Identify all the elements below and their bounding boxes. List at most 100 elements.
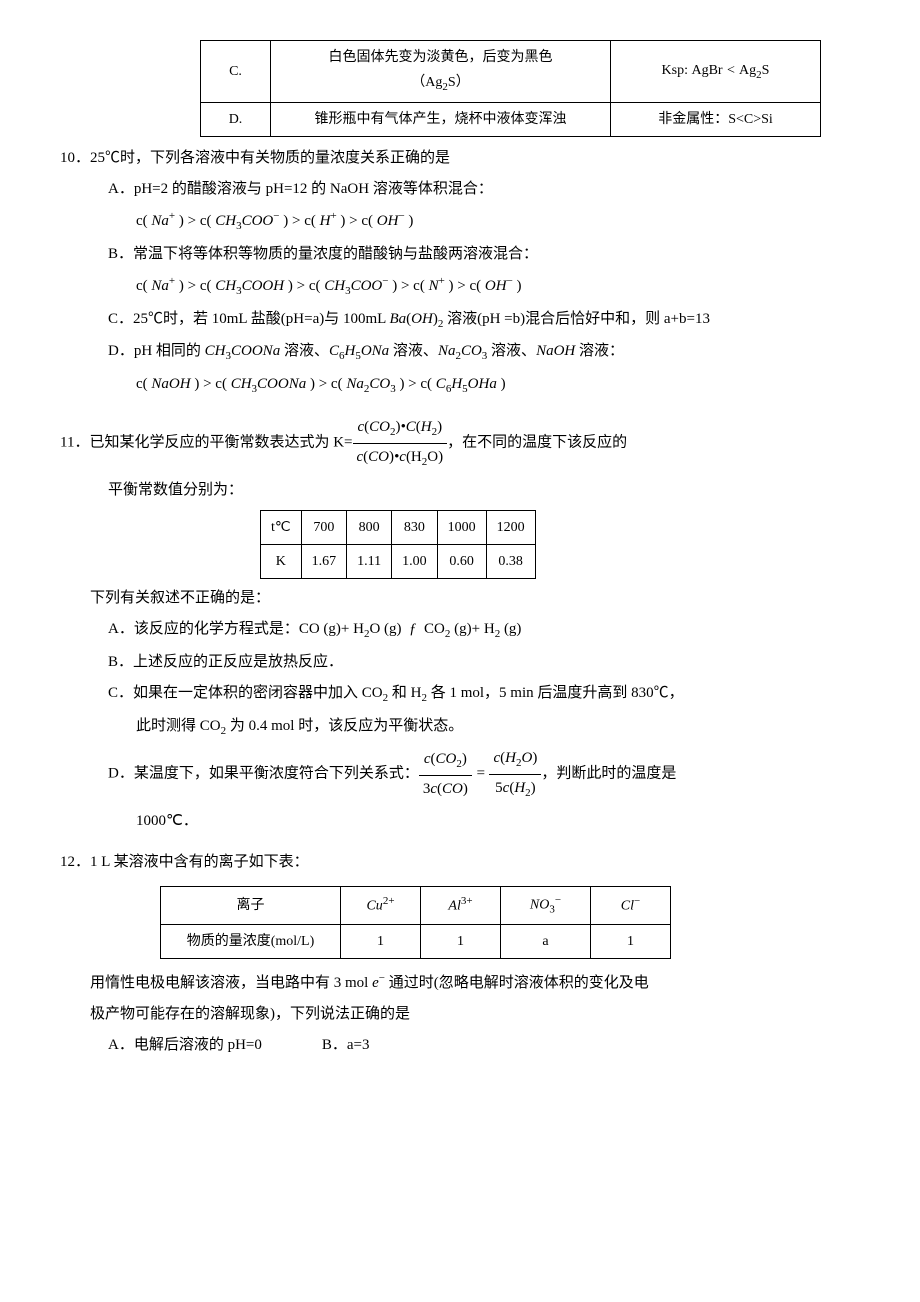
formula: c( NaOH ) > c( CH3COONa ) > c( Na2CO3 ) … [60,371,860,400]
table-row: 物质的量浓度(mol/L) 1 1 a 1 [161,925,671,959]
opt-label: D. [201,102,271,136]
q-stem: 10．25℃时，下列各溶液中有关物质的量浓度关系正确的是 [60,145,860,172]
text: 通过时(忽略电解时溶液体积的变化及电 [385,975,649,991]
q-stem: 12．1 L 某溶液中含有的离子如下表： [60,849,860,876]
cell: Al3+ [421,886,501,924]
text: 溶液、 [389,343,438,359]
question-11: 11．已知某化学反应的平衡常数表达式为 K=c(CO2)•C(H2)c(CO)•… [60,414,860,835]
table-row: C. 白色固体先变为淡黄色，后变为黑色 （Ag2S） Ksp: AgBr < A… [201,41,821,103]
formula: H2 [411,685,427,701]
stem-cont: 平衡常数值分别为： [60,477,860,504]
opt-d: D．pH 相同的 CH3COONa 溶液、C6H5ONa 溶液、Na2CO3 溶… [60,338,860,367]
cell: 1 [421,925,501,959]
opt-b: B．上述反应的正反应是放热反应． [60,649,860,676]
opt-c: C．25℃时，若 10mL 盐酸(pH=a)与 100mL Ba(OH)2 溶液… [60,306,860,335]
text: C．25℃时，若 10mL 盐酸(pH=a)与 100mL [108,311,390,327]
formula: Ag2S [425,75,455,90]
formula: Ba(OH)2 [390,311,444,327]
cell: 1200 [486,510,535,544]
table-row: t℃ 700 800 830 1000 1200 [261,510,536,544]
table-row: 离子 Cu2+ Al3+ NO3− Cl− [161,886,671,924]
opt-d: D．某温度下，如果平衡浓度符合下列关系式：c(CO2)3c(CO) = c(H2… [60,745,860,804]
opt-right: 非金属性：S<C>Si [611,102,821,136]
opt-c: C．如果在一定体积的密闭容器中加入 CO2 和 H2 各 1 mol，5 min… [60,680,860,709]
opt-a: A．pH=2 的醋酸溶液与 pH=12 的 NaOH 溶液等体积混合： [60,176,860,203]
text: 用惰性电极电解该溶液，当电路中有 3 mol [90,975,372,991]
q-stem: 11．已知某化学反应的平衡常数表达式为 K=c(CO2)•C(H2)c(CO)•… [60,414,860,473]
formula: CO (g)+ H2O (g) ƒ CO2 (g)+ H2 (g) [299,621,522,637]
text: ，在不同的温度下该反应的 [447,435,627,451]
cell: 1.00 [392,544,438,578]
fraction: c(CO2)3c(CO) [419,746,472,803]
opt-mid: 锥形瓶中有气体产生，烧杯中液体变浑浊 [271,102,611,136]
text: ，判断此时的温度是 [541,766,676,782]
cell: Cl− [591,886,671,924]
cell: 离子 [161,886,341,924]
options-row: A．电解后溶液的 pH=0 B．a=3 [60,1032,860,1059]
opt-mid: 白色固体先变为淡黄色，后变为黑色 （Ag2S） [271,41,611,103]
formula: c( Na+ ) > c( CH3COO− ) > c( H+ ) > c( O… [60,207,860,237]
stem-cont: 用惰性电极电解该溶液，当电路中有 3 mol e− 通过时(忽略电解时溶液体积的… [60,969,860,997]
cell: Cu2+ [341,886,421,924]
ions-table: 离子 Cu2+ Al3+ NO3− Cl− 物质的量浓度(mol/L) 1 1 … [160,886,671,959]
cell: 0.60 [437,544,486,578]
text: 溶液： [575,343,624,359]
cell: 830 [392,510,438,544]
cell: 800 [347,510,392,544]
table-row: D. 锥形瓶中有气体产生，烧杯中液体变浑浊 非金属性：S<C>Si [201,102,821,136]
cell: 1 [591,925,671,959]
text: 1 L 某溶液中含有的离子如下表： [90,854,309,870]
opt-right: Ksp: AgBr < Ag2S [611,41,821,103]
table-row: K 1.67 1.11 1.00 0.60 0.38 [261,544,536,578]
formula: CH3COONa [205,343,281,359]
cell: 0.38 [486,544,535,578]
formula: AgBr < Ag2S [691,63,769,78]
text: A．该反应的化学方程式是： [108,621,299,637]
formula: Na2CO3 [438,343,487,359]
cell: 1000 [437,510,486,544]
options-table-top: C. 白色固体先变为淡黄色，后变为黑色 （Ag2S） Ksp: AgBr < A… [200,40,821,137]
eq: = [472,766,490,782]
cell: NO3− [501,886,591,924]
sub-stem: 下列有关叙述不正确的是： [60,585,860,612]
text: 溶液(pH =b)混合后恰好中和，则 a+b=13 [443,311,710,327]
paren: （ [411,75,425,90]
text: 溶液、 [487,343,536,359]
cell: K [261,544,302,578]
text: D．pH 相同的 [108,343,205,359]
text: C．如果在一定体积的密闭容器中加入 [108,685,362,701]
cell: 物质的量浓度(mol/L) [161,925,341,959]
cell: 1 [341,925,421,959]
opt-a: A．该反应的化学方程式是：CO (g)+ H2O (g) ƒ CO2 (g)+ … [60,616,860,645]
text: 和 [388,685,411,701]
formula: NaOH [536,343,575,359]
formula: C6H5ONa [329,343,389,359]
stem-cont: 极产物可能存在的溶解现象)，下列说法正确的是 [60,1001,860,1028]
q-number: 12． [60,854,90,870]
q-number: 11． [60,435,89,451]
fraction: c(CO2)•C(H2)c(CO)•c(H2O) [353,414,448,473]
opt-b: B．常温下将等体积等物质的量浓度的醋酸钠与盐酸两溶液混合： [60,241,860,268]
formula: e− [372,975,385,991]
opt-label: C. [201,41,271,103]
ksp-label: Ksp: [662,63,692,78]
opt-a: A．电解后溶液的 pH=0 [108,1032,262,1059]
cell: 1.67 [301,544,347,578]
cell: 700 [301,510,347,544]
formula: CO2 [362,685,388,701]
opt-b: B．a=3 [322,1032,370,1059]
paren: ） [456,75,470,90]
text: 为 0.4 mol 时，该反应为平衡状态。 [226,718,463,734]
text: 各 1 mol，5 min 后温度升高到 830℃， [427,685,684,701]
text: 溶液、 [280,343,329,359]
opt-d-cont: 1000℃． [60,808,860,835]
fraction: c(H2O)5c(H2) [489,745,541,804]
equilibrium-table: t℃ 700 800 830 1000 1200 K 1.67 1.11 1.0… [260,510,536,579]
formula: c( Na+ ) > c( CH3COOH ) > c( CH3COO− ) >… [60,272,860,302]
cell: 1.11 [347,544,392,578]
stem-text: 25℃时，下列各溶液中有关物质的量浓度关系正确的是 [90,150,450,166]
opt-c-cont: 此时测得 CO2 为 0.4 mol 时，该反应为平衡状态。 [60,713,860,742]
text: D．某温度下，如果平衡浓度符合下列关系式： [108,766,419,782]
question-10: 10．25℃时，下列各溶液中有关物质的量浓度关系正确的是 A．pH=2 的醋酸溶… [60,145,860,400]
cell: a [501,925,591,959]
